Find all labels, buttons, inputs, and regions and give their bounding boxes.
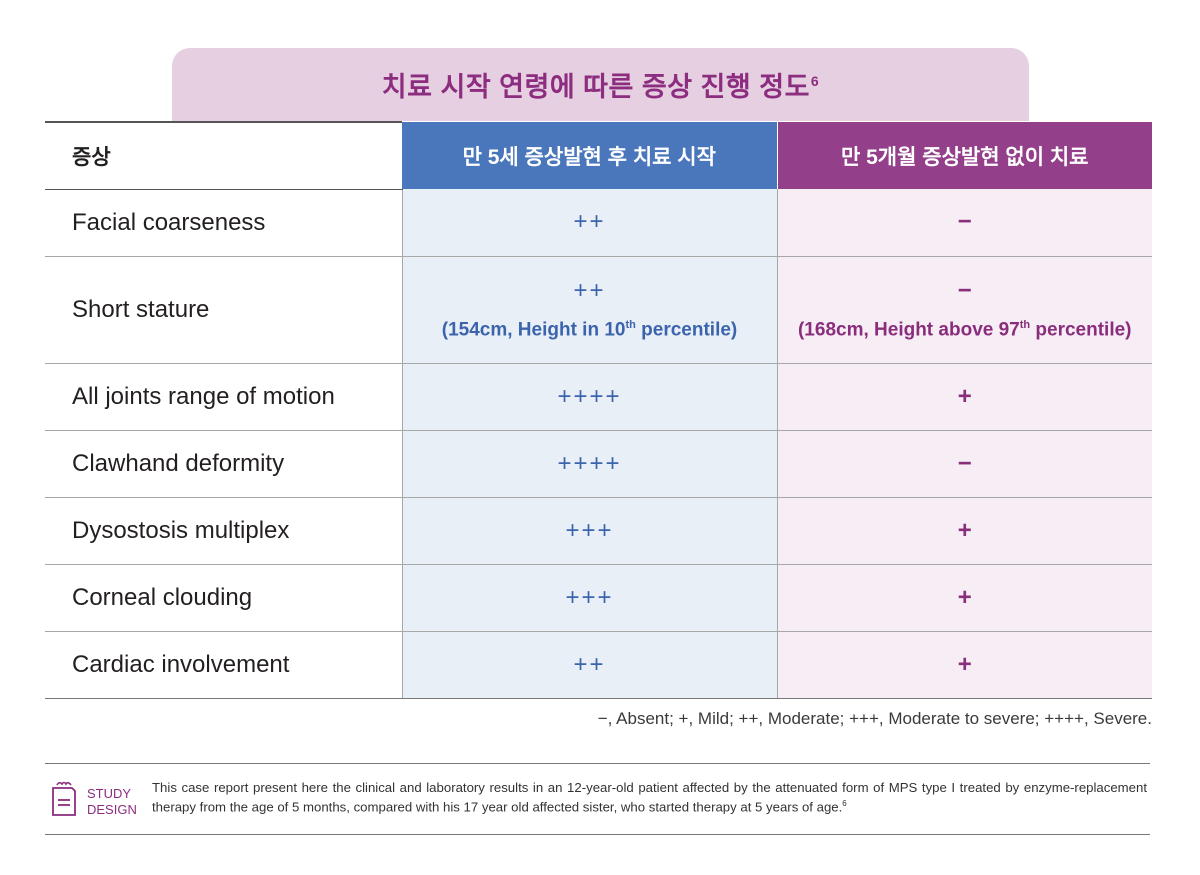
table-row: Clawhand deformity ++++ − xyxy=(45,430,1152,498)
symptom-cell: Facial coarseness xyxy=(45,189,402,257)
severity-cell-b: − xyxy=(776,189,1152,257)
severity-cell-b: + xyxy=(776,497,1152,565)
height-note-a-suffix: percentile) xyxy=(635,319,738,341)
table-row: Cardiac involvement ++ + xyxy=(45,631,1152,699)
height-note-a-sup: th xyxy=(625,319,636,332)
severity-cell-a: ++ xyxy=(401,189,777,257)
severity-cell-b: + xyxy=(776,564,1152,632)
table-header-row: 증상 만 5세 증상발현 후 치료 시작 만 5개월 증상발현 없이 치료 xyxy=(45,121,1152,190)
divider xyxy=(45,834,1150,835)
table-title: 치료 시작 연령에 따른 증상 진행 정도 6 xyxy=(172,48,1029,121)
severity-cell-a: +++ xyxy=(401,497,777,565)
severity-cell-a: ++++ xyxy=(401,430,777,498)
height-note-b-suffix: percentile) xyxy=(1030,319,1132,341)
table-row: All joints range of motion ++++ + xyxy=(45,363,1152,431)
symptom-progression-table: 증상 만 5세 증상발현 후 치료 시작 만 5개월 증상발현 없이 치료 Fa… xyxy=(45,121,1152,699)
symptom-cell: Cardiac involvement xyxy=(45,631,402,699)
study-description: This case report present here the clinic… xyxy=(152,780,1147,815)
symptom-cell: Corneal clouding xyxy=(45,564,402,632)
study-label-line2: DESIGN xyxy=(87,802,137,817)
document-icon xyxy=(52,781,76,816)
height-note-a-text: (154cm, Height in 10 xyxy=(441,319,626,341)
table-row: Facial coarseness ++ − xyxy=(45,189,1152,257)
table-row: Short stature ++ (154cm, Height in 10th … xyxy=(45,256,1153,364)
table-row: Corneal clouding +++ + xyxy=(45,564,1152,632)
height-note-b-sup: th xyxy=(1019,319,1031,332)
severity-value: − xyxy=(957,277,972,305)
study-design-label: STUDY DESIGN xyxy=(87,786,137,818)
header-symptom: 증상 xyxy=(45,121,402,190)
table-row: Dysostosis multiplex +++ + xyxy=(45,497,1152,565)
severity-cell-a: +++ xyxy=(401,564,777,632)
severity-cell-a: ++ (154cm, Height in 10th percentile) xyxy=(401,256,777,364)
symptom-cell: Dysostosis multiplex xyxy=(45,497,402,565)
study-reference: 6 xyxy=(842,799,847,808)
severity-value: ++ xyxy=(573,277,606,305)
severity-cell-b: − (168cm, Height above 97th percentile) xyxy=(776,256,1153,364)
symptom-cell: All joints range of motion xyxy=(45,363,402,431)
severity-legend: −, Absent; +, Mild; ++, Moderate; +++, M… xyxy=(597,709,1152,728)
height-note-b: (168cm, Height above 97th percentile) xyxy=(778,319,1153,341)
severity-cell-b: + xyxy=(776,631,1152,699)
severity-cell-a: ++ xyxy=(401,631,777,699)
height-note-b-text: (168cm, Height above 97 xyxy=(797,319,1020,341)
divider xyxy=(45,763,1150,764)
header-treatment-age-5-months: 만 5개월 증상발현 없이 치료 xyxy=(776,122,1152,189)
severity-cell-a: ++++ xyxy=(401,363,777,431)
table-title-text: 치료 시작 연령에 따른 증상 진행 정도 xyxy=(381,72,810,102)
study-label-line1: STUDY xyxy=(87,786,132,801)
header-treatment-age-5-years: 만 5세 증상발현 후 치료 시작 xyxy=(402,122,777,189)
study-design-text: This case report present here the clinic… xyxy=(152,780,1147,815)
severity-cell-b: − xyxy=(776,430,1152,498)
height-note-a: (154cm, Height in 10th percentile) xyxy=(403,319,777,341)
severity-cell-b: + xyxy=(776,363,1152,431)
title-reference: 6 xyxy=(810,72,820,89)
symptom-cell: Clawhand deformity xyxy=(45,430,402,498)
symptom-cell: Short stature xyxy=(45,256,402,364)
